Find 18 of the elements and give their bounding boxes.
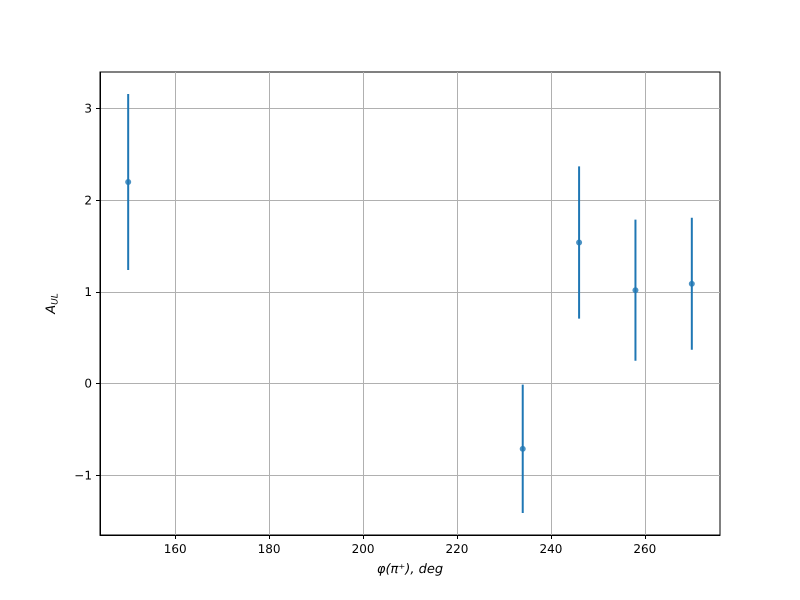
y-tick-label: 0 <box>84 376 92 391</box>
x-tick-label: 240 <box>539 542 562 556</box>
point <box>632 287 638 294</box>
point <box>125 179 132 186</box>
x-tick-label: 220 <box>446 542 468 556</box>
point <box>520 446 526 452</box>
y-tick-label: 1 <box>84 285 92 300</box>
point <box>688 280 695 287</box>
point <box>576 240 582 246</box>
y-tick-label: 2 <box>84 193 92 208</box>
y-tick-label: 3 <box>84 102 92 116</box>
y-tick-label: −1 <box>74 468 92 482</box>
x-axis-title: φ(π⁺), deg <box>376 562 444 577</box>
x-tick-label: 260 <box>633 542 656 556</box>
x-tick-label: 160 <box>164 542 187 556</box>
x-tick-label: 200 <box>352 542 374 556</box>
y-axis-title: AUL <box>44 293 60 315</box>
x-tick-label: 180 <box>258 542 281 556</box>
